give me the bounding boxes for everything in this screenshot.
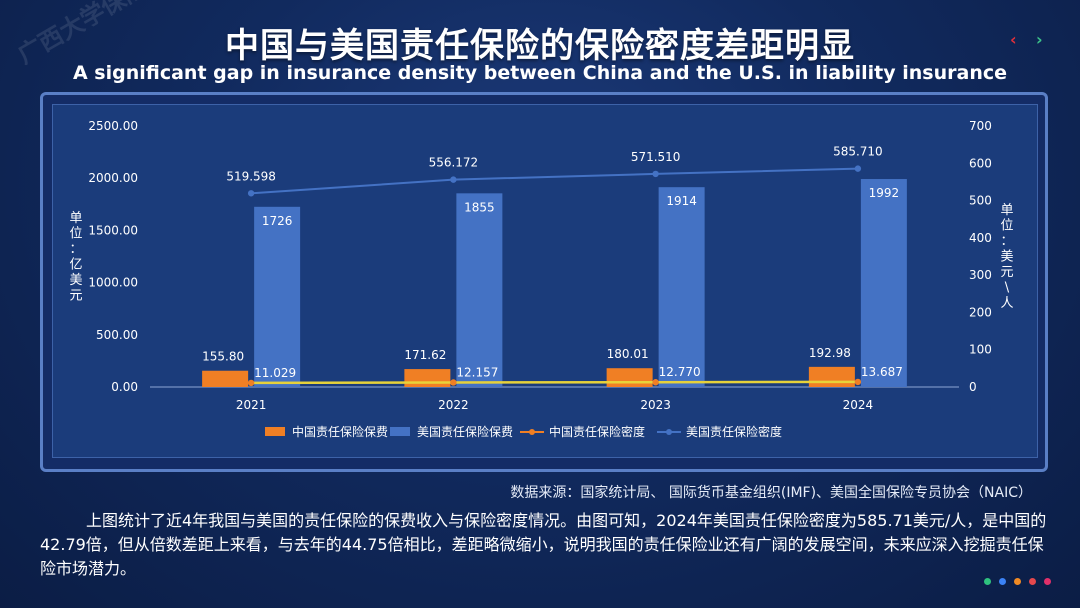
bar (456, 193, 503, 387)
line-point (652, 170, 659, 178)
line-point (652, 379, 659, 386)
legend-label: 美国责任保险保费 (417, 424, 513, 439)
bar (404, 369, 451, 387)
y-tick-label-right: 200 (969, 305, 992, 319)
y-tick-label-right: 500 (969, 194, 992, 208)
series-line (251, 380, 858, 385)
bar-data-label: 180.01 (607, 347, 649, 361)
decor-dots (984, 578, 1064, 588)
legend-swatch (390, 427, 410, 436)
x-tick-label: 2024 (843, 398, 874, 412)
y-tick-label-right: 400 (969, 231, 992, 245)
line-data-label: 12.770 (659, 365, 701, 379)
y-tick-label-right: 600 (969, 156, 992, 170)
chart: 0.00 500.00 1000.00 1500.00 2000.00 2500.00 0 1… (69, 119, 1013, 439)
line-point (247, 190, 255, 197)
decor-dot (1029, 578, 1036, 585)
decor-dot (999, 578, 1006, 585)
x-tick-label: 2021 (236, 398, 267, 412)
legend-swatch-marker (666, 429, 672, 435)
slide-nav: ‹ › (1010, 30, 1060, 50)
bar-data-label: 1726 (262, 214, 293, 228)
decor-dot (1044, 578, 1051, 585)
legend-swatch (265, 427, 285, 436)
y-tick-label-right: 0 (969, 380, 977, 394)
bar (254, 206, 301, 387)
description-paragraph: 上图统计了近4年我国与美国的责任保险的保费收入与保险密度情况。由图可知，2024… (40, 511, 1047, 578)
next-slide-button[interactable]: › (1036, 30, 1043, 49)
line-point (450, 176, 457, 183)
x-tick-label: 2022 (438, 398, 469, 412)
bar (658, 187, 705, 387)
y-tick-label-left: 1500.00 (88, 223, 138, 237)
bar (606, 368, 653, 387)
y-tick-label-right: 700 (969, 119, 992, 133)
series-line (251, 167, 858, 195)
line-data-label: 585.710 (833, 145, 883, 159)
bar (202, 370, 249, 387)
legend-label: 中国责任保险保费 (292, 424, 388, 439)
y-tick-label-right: 100 (969, 343, 992, 357)
line-point (247, 379, 255, 387)
line-data-label: 13.687 (861, 365, 903, 379)
y-tick-label-left: 0.00 (111, 380, 138, 394)
y-tick-label-right: 300 (969, 268, 992, 282)
line-point (854, 378, 862, 386)
page-title: 中国与美国责任保险的保险密度差距明显 (225, 26, 855, 66)
legend-label: 美国责任保险密度 (686, 424, 782, 439)
legend-label: 中国责任保险密度 (549, 424, 645, 439)
y-tick-label-left: 2000.00 (88, 171, 138, 185)
data-source: 数据来源：国家统计局、 国际货币基金组织(IMF)、美国全国保险专员协会（NAI… (510, 485, 1032, 501)
y-tick-label-left: 2500.00 (88, 119, 138, 133)
line-point (854, 165, 862, 172)
prev-slide-button[interactable]: ‹ (1010, 30, 1017, 49)
bar-data-label: 171.62 (404, 348, 446, 362)
line-data-label: 11.029 (254, 366, 296, 380)
line-data-label: 12.157 (456, 365, 498, 379)
y-tick-label-left: 1000.00 (88, 276, 138, 290)
bar-data-label: 1992 (869, 186, 900, 200)
line-data-label: 556.172 (429, 156, 479, 170)
y-tick-label-left: 500.00 (96, 328, 138, 342)
decor-dot (1014, 578, 1021, 585)
page-subtitle: A significant gap in insurance density b… (72, 62, 1007, 84)
bar-data-label: 192.98 (809, 346, 851, 360)
legend-swatch-marker (529, 429, 535, 435)
bar (860, 179, 907, 387)
bar-data-label: 155.80 (202, 350, 244, 364)
bar-data-label: 1914 (666, 194, 697, 208)
y-axis-title-left: 单位：亿美元 (69, 211, 82, 304)
bar (808, 366, 855, 387)
bar-data-label: 1855 (464, 200, 495, 214)
line-point (450, 379, 457, 386)
line-data-label: 519.598 (226, 169, 276, 183)
line-data-label: 571.510 (631, 150, 681, 164)
x-tick-label: 2023 (640, 398, 671, 412)
decor-dot (984, 578, 991, 585)
y-axis-title-right: 单位：美元\人 (1000, 203, 1013, 311)
